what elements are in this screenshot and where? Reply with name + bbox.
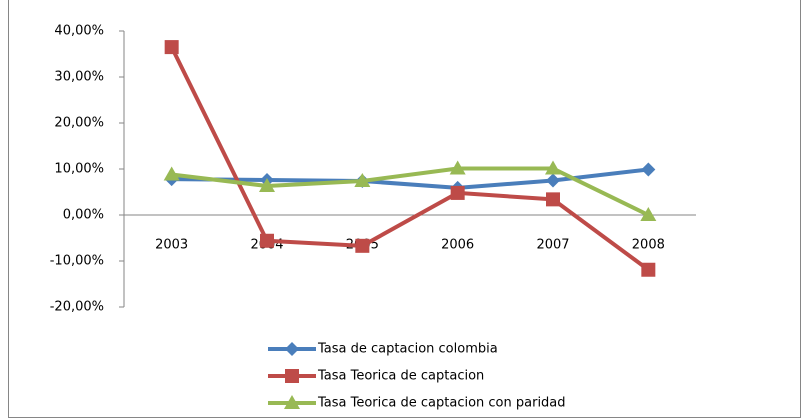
- marker: [259, 178, 275, 193]
- x-tick-label: 2008: [632, 238, 665, 253]
- y-tick-label: -20,00%: [50, 300, 104, 315]
- y-tick-label: 30,00%: [54, 70, 104, 85]
- marker: [260, 233, 274, 248]
- legend-label: Tasa de captacion colombia: [317, 342, 498, 357]
- x-tick-label: 2006: [441, 238, 474, 253]
- marker: [450, 185, 465, 200]
- marker: [641, 162, 656, 177]
- y-tick-label: 0,00%: [63, 208, 104, 223]
- marker: [640, 207, 657, 221]
- marker: [449, 160, 466, 175]
- series-line: [171, 167, 649, 190]
- legend-marker: [285, 342, 299, 356]
- marker: [641, 262, 656, 277]
- y-tick-label: -10,00%: [50, 254, 104, 269]
- legend-marker: [285, 369, 299, 383]
- marker: [545, 160, 561, 175]
- marker: [546, 173, 560, 188]
- y-tick-label: 40,00%: [54, 24, 104, 39]
- marker: [163, 166, 180, 181]
- marker: [164, 40, 179, 55]
- legend-marker: [284, 395, 300, 409]
- legend-label: Tasa Teorica de captacion con paridad: [317, 396, 566, 411]
- legend-label: Tasa Teorica de captacion: [317, 369, 484, 384]
- y-tick-label: 20,00%: [54, 116, 104, 131]
- x-tick-label: 2007: [536, 238, 569, 253]
- marker: [546, 192, 560, 207]
- series-line: [171, 166, 650, 217]
- x-tick-label: 2003: [155, 238, 188, 253]
- marker: [355, 238, 370, 253]
- series-line: [169, 46, 650, 272]
- y-tick-label: 10,00%: [54, 162, 104, 177]
- chart-border: [8, 0, 801, 418]
- marker: [354, 172, 371, 187]
